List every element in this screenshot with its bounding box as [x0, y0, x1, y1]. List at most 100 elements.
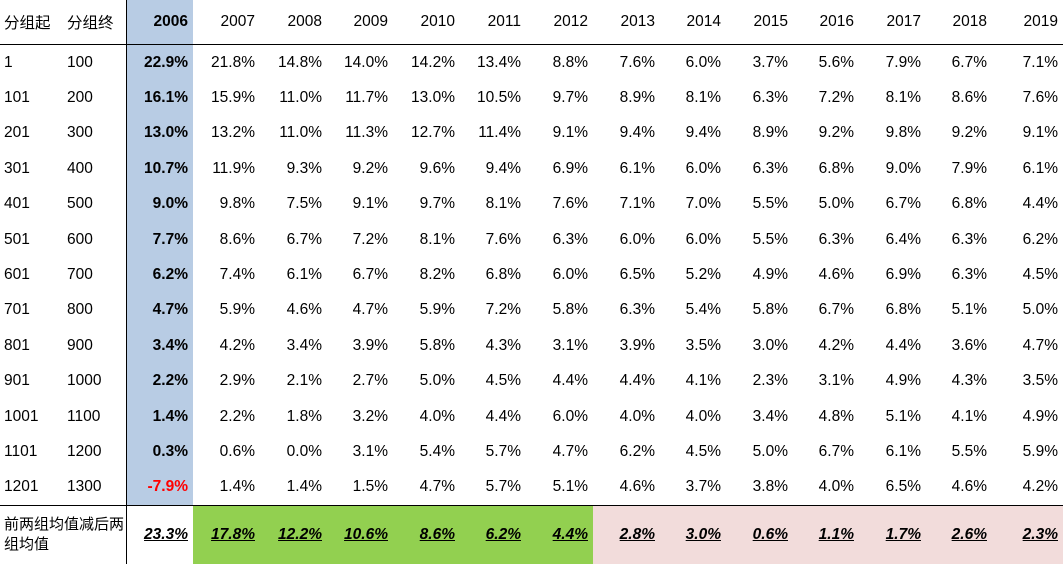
value-cell: 11.4%: [478, 124, 521, 142]
value-cell: 3.1%: [352, 442, 388, 460]
value-cell: 6.4%: [885, 230, 921, 248]
value-cell: 9.2%: [818, 124, 854, 142]
value-cell: 9.7%: [552, 89, 588, 107]
group-start-cell: 301: [4, 159, 30, 177]
value-cell: 6.1%: [885, 442, 921, 460]
group-end-cell: 100: [62, 44, 127, 81]
value-cell: 7.6%: [1022, 89, 1058, 107]
value-cell: 3.2%: [352, 407, 388, 425]
value-cell: 5.8%: [552, 301, 588, 319]
value-cell: 6.8%: [885, 301, 921, 319]
value-cell: 7.7%: [126, 221, 193, 258]
value-cell: 6.2%: [1022, 230, 1058, 248]
value-cell: 7.0%: [685, 195, 721, 213]
value-cell: 5.4%: [685, 301, 721, 319]
group-end-cell: 1300: [62, 469, 127, 506]
value-cell: 6.8%: [951, 195, 987, 213]
group-start-cell: 101: [4, 89, 30, 107]
value-cell: 4.7%: [126, 292, 193, 329]
summary-value-cell: 2.8%: [593, 505, 660, 565]
value-cell: 6.7%: [818, 442, 854, 460]
value-cell: -7.9%: [126, 469, 193, 506]
value-cell: 11.0%: [279, 89, 322, 107]
table-row: 501 600 7.7% 8.6% 6.7% 7.2% 8.1% 7.6% 6.3% 6.0% 6.…: [0, 221, 1063, 258]
summary-value-cell: 0.6%: [726, 505, 793, 565]
value-cell: 13.2%: [211, 124, 255, 142]
value-cell: 15.9%: [211, 89, 255, 107]
value-cell: 3.0%: [752, 336, 788, 354]
value-cell: 2.1%: [286, 372, 322, 390]
value-cell: 6.0%: [685, 159, 721, 177]
value-cell: 9.4%: [485, 159, 521, 177]
value-cell: 4.5%: [685, 442, 721, 460]
value-cell: 6.8%: [818, 159, 854, 177]
group-end-cell: 600: [62, 221, 127, 258]
value-cell: 3.4%: [126, 328, 193, 364]
year-header: 2012: [526, 0, 593, 45]
value-cell: 5.0%: [818, 195, 854, 213]
value-cell: 6.3%: [951, 266, 987, 284]
value-cell: 1.5%: [352, 478, 388, 496]
summary-value-cell: 10.6%: [327, 505, 393, 565]
value-cell: 11.0%: [279, 124, 322, 142]
value-cell: 5.7%: [485, 478, 521, 496]
value-cell: 4.7%: [419, 478, 455, 496]
value-cell: 5.0%: [1022, 301, 1058, 319]
group-end-cell: 500: [62, 186, 127, 222]
value-cell: 14.0%: [344, 53, 388, 71]
value-cell: 5.9%: [219, 301, 255, 319]
value-cell: 8.9%: [619, 89, 655, 107]
value-cell: 6.1%: [286, 266, 322, 284]
value-cell: 7.6%: [619, 53, 655, 71]
header-group-start: 分组起: [0, 0, 62, 45]
group-end-cell: 900: [62, 328, 127, 364]
group-end-cell: 800: [62, 292, 127, 329]
value-cell: 6.3%: [752, 89, 788, 107]
value-cell: 7.1%: [619, 195, 655, 213]
value-cell: 7.9%: [951, 159, 987, 177]
group-end-cell: 700: [62, 257, 127, 293]
value-cell: 13.0%: [126, 115, 193, 152]
value-cell: 7.5%: [286, 195, 322, 213]
group-end-cell: 1100: [62, 398, 127, 435]
value-cell: 6.7%: [951, 53, 987, 71]
value-cell: 3.1%: [552, 336, 588, 354]
value-cell: 4.0%: [419, 407, 455, 425]
value-cell: 0.3%: [126, 434, 193, 470]
value-cell: 5.1%: [885, 407, 921, 425]
value-cell: 7.2%: [352, 230, 388, 248]
value-cell: 5.1%: [951, 301, 987, 319]
value-cell: 7.2%: [818, 89, 854, 107]
value-cell: 11.3%: [345, 124, 388, 142]
value-cell: 7.6%: [552, 195, 588, 213]
header-group-end: 分组终: [62, 0, 127, 45]
value-cell: 6.0%: [619, 230, 655, 248]
value-cell: 9.7%: [419, 195, 455, 213]
value-cell: 4.6%: [619, 478, 655, 496]
group-start-cell: 1001: [4, 407, 39, 425]
value-cell: 13.4%: [477, 53, 521, 71]
value-cell: 4.7%: [1022, 336, 1058, 354]
group-end-cell: 200: [62, 80, 127, 116]
value-cell: 9.0%: [126, 186, 193, 222]
year-header: 2019: [992, 0, 1063, 45]
summary-label: 前两组均值减后两组均值: [0, 505, 127, 565]
summary-value-cell: 2.6%: [926, 505, 992, 565]
value-cell: 6.7%: [286, 230, 322, 248]
value-cell: 8.1%: [419, 230, 455, 248]
value-cell: 4.5%: [1022, 266, 1058, 284]
value-cell: 6.3%: [818, 230, 854, 248]
value-cell: 8.9%: [752, 124, 788, 142]
value-cell: 1.4%: [286, 478, 322, 496]
value-cell: 9.0%: [885, 159, 921, 177]
value-cell: 7.1%: [1022, 53, 1058, 71]
value-cell: 3.8%: [752, 478, 788, 496]
summary-value-cell: 23.3%: [126, 505, 193, 565]
value-cell: 9.4%: [685, 124, 721, 142]
summary-row: 前两组均值减后两组均值 23.3% 17.8% 12.2% 10.6% 8.6% 6.2% 4…: [0, 505, 1063, 565]
value-cell: 6.0%: [552, 407, 588, 425]
summary-value-cell: 12.2%: [260, 505, 327, 565]
group-end-cell: 400: [62, 151, 127, 187]
value-cell: 4.1%: [685, 372, 721, 390]
